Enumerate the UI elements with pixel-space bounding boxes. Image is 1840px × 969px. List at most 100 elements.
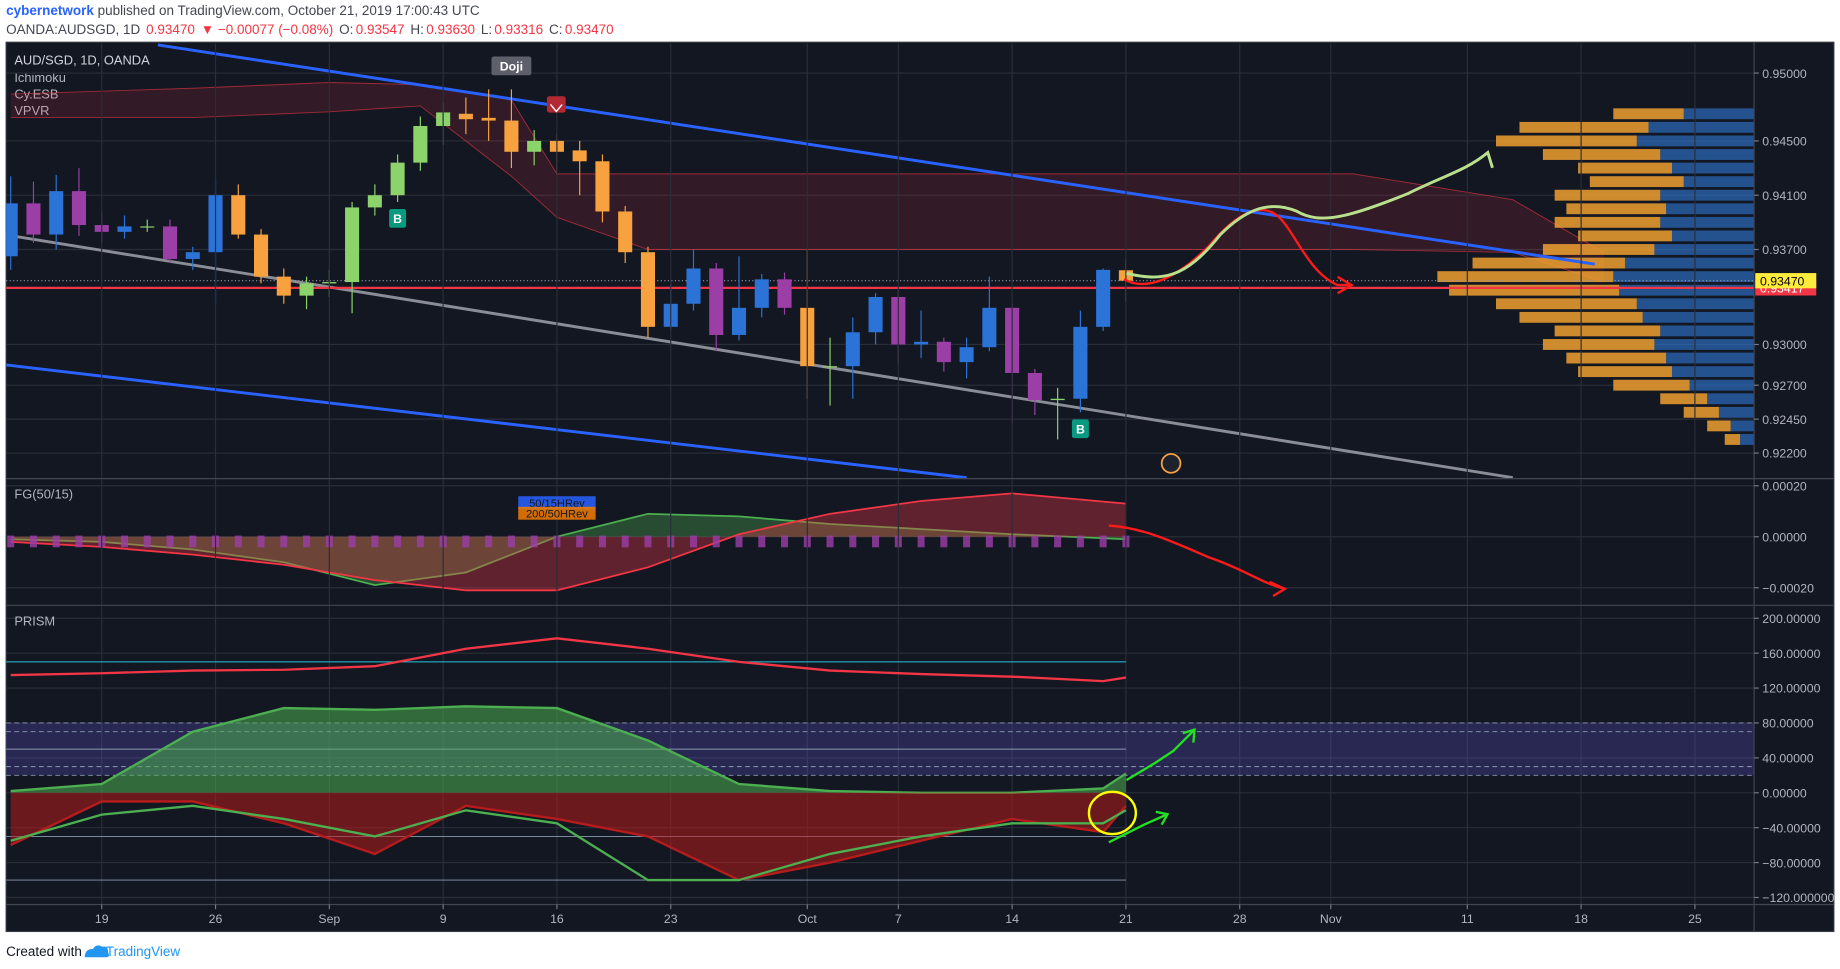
x-tick-label: 14 <box>1005 912 1019 926</box>
candle-body <box>504 120 519 152</box>
zero-tick <box>985 535 993 548</box>
zero-tick <box>7 535 15 548</box>
volume-profile-down <box>1472 257 1626 269</box>
candle-body <box>117 226 132 232</box>
candle-body <box>845 332 860 367</box>
zero-tick <box>826 535 834 548</box>
plot-layer <box>6 43 1755 905</box>
volume-profile-up <box>1683 176 1755 188</box>
zero-tick <box>758 535 766 548</box>
zero-tick <box>735 535 743 548</box>
y-tick-label: 120.00000 <box>1762 682 1820 696</box>
x-tick-label: Nov <box>1320 912 1343 926</box>
low-label: L: <box>481 22 492 37</box>
price-label: 0.93470 <box>1760 274 1805 288</box>
candle-body <box>959 347 974 363</box>
zero-tick <box>917 535 925 548</box>
price-label-box <box>1755 273 1817 289</box>
volume-profile-up <box>1671 230 1755 242</box>
volume-profile-down <box>1578 230 1672 242</box>
candle-body <box>185 252 200 259</box>
x-tick-label: 9 <box>440 912 447 926</box>
zero-tick <box>1076 535 1084 548</box>
candle-body <box>982 307 997 348</box>
candle-body <box>731 307 747 335</box>
volume-profile-down <box>1660 393 1708 405</box>
x-tick-label: 23 <box>664 912 678 926</box>
zero-tick <box>280 535 288 548</box>
zero-tick <box>462 535 470 548</box>
drawing-green-forecast <box>1126 149 1494 279</box>
volume-profile-up <box>1642 311 1755 323</box>
volume-profile-up <box>1666 352 1755 364</box>
volume-profile-up <box>1671 366 1755 378</box>
signal-marker <box>1071 419 1089 439</box>
zero-tick <box>29 535 37 548</box>
x-tick-label: 19 <box>95 912 109 926</box>
sell-signal <box>546 96 566 113</box>
x-tick-label: 7 <box>895 912 902 926</box>
area-fill <box>10 513 1126 586</box>
y-tick-label: 0.95000 <box>1762 67 1807 81</box>
candle-body <box>49 191 64 235</box>
drawing-green-arrow <box>1108 810 1170 844</box>
volume-profile-down <box>1578 162 1672 174</box>
volume-profile-down <box>1566 203 1667 215</box>
candle-body <box>367 195 382 208</box>
candle-body <box>299 283 314 296</box>
logo <box>84 945 109 958</box>
footer-brand[interactable]: TradingView <box>106 944 180 959</box>
volume-profile-up <box>1654 339 1755 350</box>
signal-label: Doji <box>500 60 523 74</box>
trendline <box>157 43 1595 266</box>
y-tick-label: 0.00020 <box>1762 479 1807 493</box>
open: 0.93547 <box>356 22 405 37</box>
y-tick-label: 0.92200 <box>1762 447 1807 461</box>
candle-body <box>1050 398 1065 401</box>
volume-profile-down <box>1496 298 1637 310</box>
y-tick-label: 0.00000 <box>1762 786 1807 800</box>
legend-indicator: Cy.ESB <box>14 87 58 102</box>
pane-title: PRISM <box>14 613 55 628</box>
candle-body <box>390 162 405 196</box>
publish-line: cybernetwork published on TradingView.co… <box>6 3 480 18</box>
low: 0.93316 <box>494 22 543 37</box>
x-tick-label: Sep <box>318 912 340 926</box>
candle-body <box>777 279 792 308</box>
volume-profile-up <box>1730 420 1755 432</box>
zero-tick <box>143 535 151 548</box>
volume-profile-down <box>1496 135 1637 147</box>
zero-tick <box>530 535 538 548</box>
indicator-tag-label: 200/50HRev <box>526 508 588 520</box>
y-tick-label: −120.000000 <box>1762 891 1834 905</box>
close: 0.93470 <box>565 22 614 37</box>
candle-body <box>823 366 838 368</box>
candle-body <box>345 207 360 283</box>
zero-tick <box>303 535 311 548</box>
volume-profile-down <box>1554 216 1661 228</box>
volume-profile-up <box>1689 379 1755 391</box>
zero-tick <box>394 535 402 548</box>
volume-profile-up <box>1613 271 1755 283</box>
event-icon[interactable] <box>1160 453 1182 474</box>
indicator-tag <box>518 506 596 520</box>
candle-body <box>1027 372 1042 401</box>
x-tick-label: Oct <box>798 912 818 926</box>
zero-tick <box>1054 535 1062 548</box>
y-tick-label: −80.00000 <box>1762 856 1821 870</box>
volume-profile-down <box>1554 325 1661 337</box>
zero-tick <box>598 535 606 548</box>
change: ▼ −0.00077 (−0.08%) <box>201 22 334 37</box>
volume-profile-down <box>1542 244 1655 255</box>
volume-profile-down <box>1437 271 1614 283</box>
volume-profile-up <box>1660 216 1755 228</box>
zero-tick <box>257 535 265 548</box>
author[interactable]: cybernetwork <box>6 3 94 18</box>
drawing-green-arrow <box>1125 728 1196 782</box>
high-label: H: <box>410 22 424 37</box>
zero-tick <box>120 535 129 548</box>
candle-body <box>71 191 87 226</box>
zero-tick <box>75 535 83 548</box>
zero-tick <box>166 535 174 548</box>
